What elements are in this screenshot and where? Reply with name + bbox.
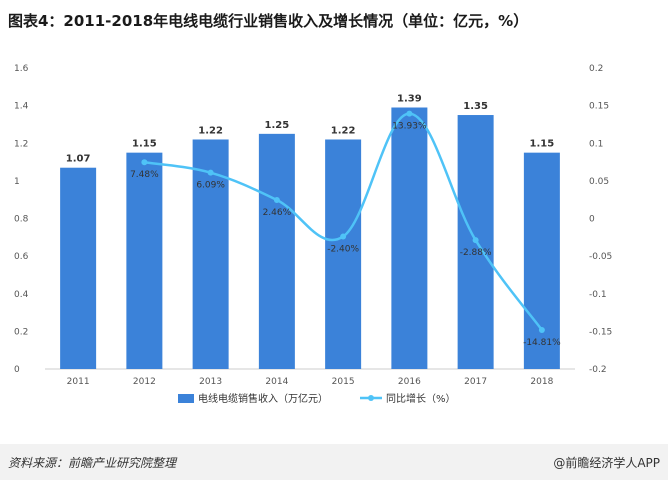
legend-line-label: 同比增长（%）: [386, 392, 456, 405]
bar-value-label: 1.22: [198, 125, 223, 136]
y-right-tick-label: 0: [589, 215, 595, 225]
x-tick-label: 2016: [398, 377, 421, 387]
growth-point: [340, 233, 347, 240]
combo-chart: 0 0.2 0.4 0.6 0.8 1 1.2 1.4 1.6 -0.2 -0.15 -0.1 -0.0…: [14, 64, 612, 405]
chart-title: 图表4：2011-2018年电线电缆行业销售收入及增长情况（单位：亿元，%）: [8, 12, 529, 30]
bar: [258, 133, 295, 369]
growth-value-label: -2.88%: [460, 248, 492, 258]
y-right-tick-label: -0.2: [589, 365, 607, 375]
bar: [325, 139, 362, 369]
growth-point: [273, 196, 280, 203]
bar-value-label: 1.35: [463, 101, 488, 112]
growth-value-label: 2.46%: [263, 208, 292, 218]
bar-value-label: 1.15: [530, 139, 555, 150]
bar: [391, 107, 428, 369]
y-right-tick-label: -0.15: [589, 327, 612, 337]
y-left-tick-label: 1: [14, 177, 20, 187]
growth-point: [472, 237, 479, 244]
bar: [126, 152, 163, 369]
bar-value-label: 1.39: [397, 94, 422, 105]
growth-point: [538, 326, 545, 333]
y-right-tick-label: 0.2: [589, 64, 603, 74]
x-tick-label: 2013: [199, 377, 222, 387]
legend-bar-label: 电线电缆销售收入（万亿元）: [198, 392, 328, 405]
bar-value-label: 1.15: [132, 139, 157, 150]
x-tick-label: 2014: [265, 377, 288, 387]
y-left-tick-label: 0.4: [14, 290, 29, 300]
y-right-tick-label: 0.05: [589, 177, 609, 187]
y-left-tick-label: 1.4: [14, 102, 29, 112]
growth-value-label: 7.48%: [130, 170, 159, 180]
y-right-tick-label: -0.05: [589, 252, 612, 262]
x-tick-label: 2017: [464, 377, 487, 387]
credit-note: @前瞻经济学人APP: [553, 456, 660, 470]
x-tick-label: 2012: [133, 377, 156, 387]
y-right-tick-label: -0.1: [589, 290, 607, 300]
growth-value-label: 13.93%: [392, 122, 427, 132]
growth-value-label: -14.81%: [523, 338, 561, 348]
bar-value-label: 1.25: [265, 120, 290, 131]
y-right-tick-label: 0.15: [589, 102, 609, 112]
growth-point: [406, 110, 413, 117]
bar-value-label: 1.22: [331, 125, 356, 136]
y-left-tick-label: 1.6: [14, 64, 29, 74]
legend-bar-swatch: [178, 394, 194, 403]
y-left-tick-label: 0.8: [14, 215, 29, 225]
bar: [60, 167, 97, 369]
bar-value-label: 1.07: [66, 154, 91, 165]
y-left-tick-label: 0.6: [14, 252, 29, 262]
legend-line-marker: [368, 395, 374, 401]
bar: [523, 152, 560, 369]
x-tick-label: 2011: [67, 377, 90, 387]
footer-bar: [0, 444, 668, 480]
growth-point: [141, 159, 148, 166]
growth-point: [207, 169, 214, 176]
x-tick-label: 2015: [332, 377, 355, 387]
y-left-tick-label: 0.2: [14, 327, 28, 337]
x-tick-label: 2018: [530, 377, 553, 387]
growth-value-label: -2.40%: [327, 245, 359, 255]
source-note: 资料来源：前瞻产业研究院整理: [8, 456, 177, 470]
y-left-tick-label: 0: [14, 365, 20, 375]
y-right-tick-label: 0.1: [589, 139, 603, 149]
growth-value-label: 6.09%: [196, 181, 225, 191]
y-left-tick-label: 1.2: [14, 139, 28, 149]
